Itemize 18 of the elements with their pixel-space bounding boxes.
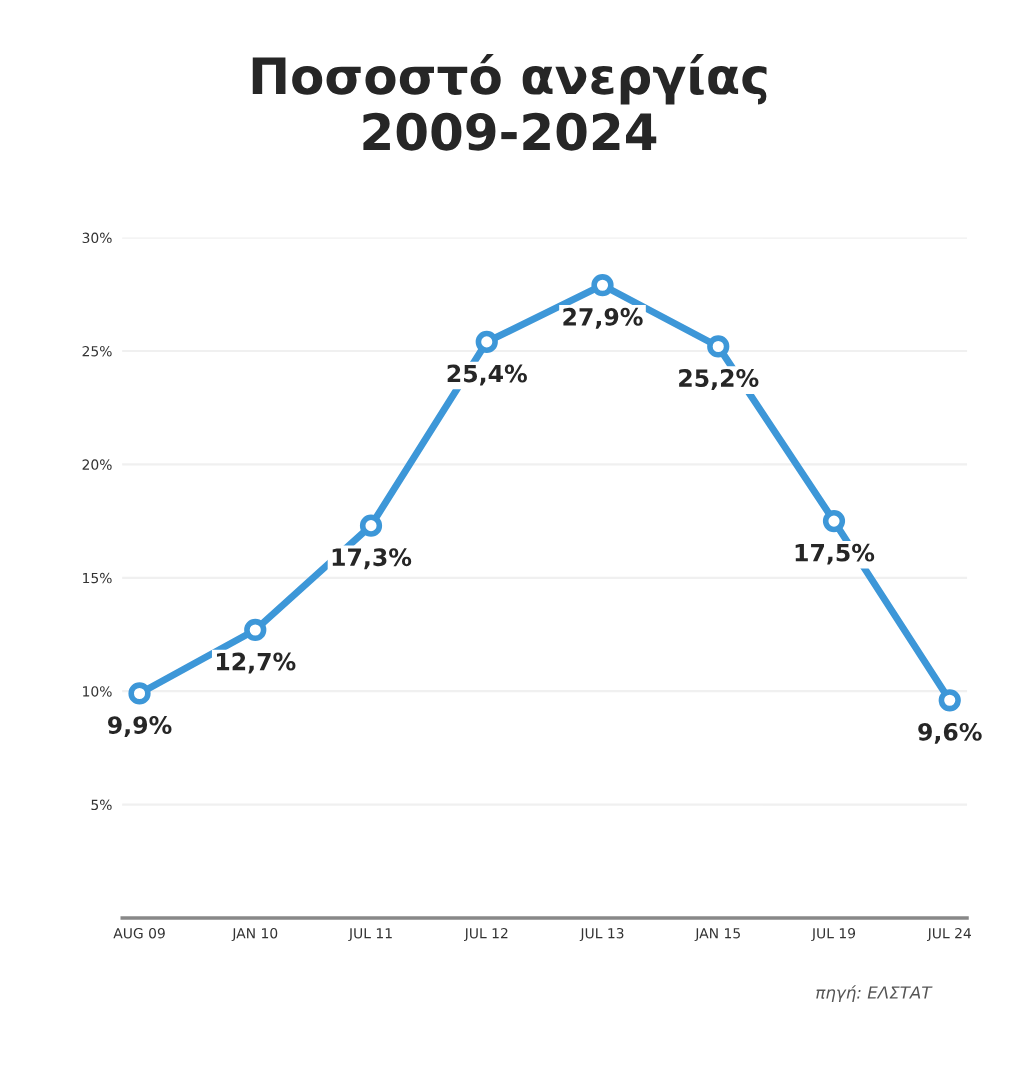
data-label: 27,9% [563,307,643,329]
point [591,274,614,297]
data-label: 25,2% [679,369,759,390]
data-label: 9,9% [108,716,172,737]
point [128,682,151,705]
point [244,618,267,642]
point [359,514,383,537]
data-label: 12,7% [216,652,296,674]
data-label: 25,4% [447,364,527,386]
point [938,689,961,712]
point [822,509,846,533]
text: πηγή: ΕΛΣΤΑΤ [816,985,933,1002]
data-label: 17,3% [332,548,412,570]
data-label: 17,5% [795,543,875,565]
point [707,335,730,358]
chart-title: Ποσοστό ανεργίας 2009-2024 [252,54,767,151]
data-label: 9,6% [918,722,982,744]
point [475,330,498,354]
